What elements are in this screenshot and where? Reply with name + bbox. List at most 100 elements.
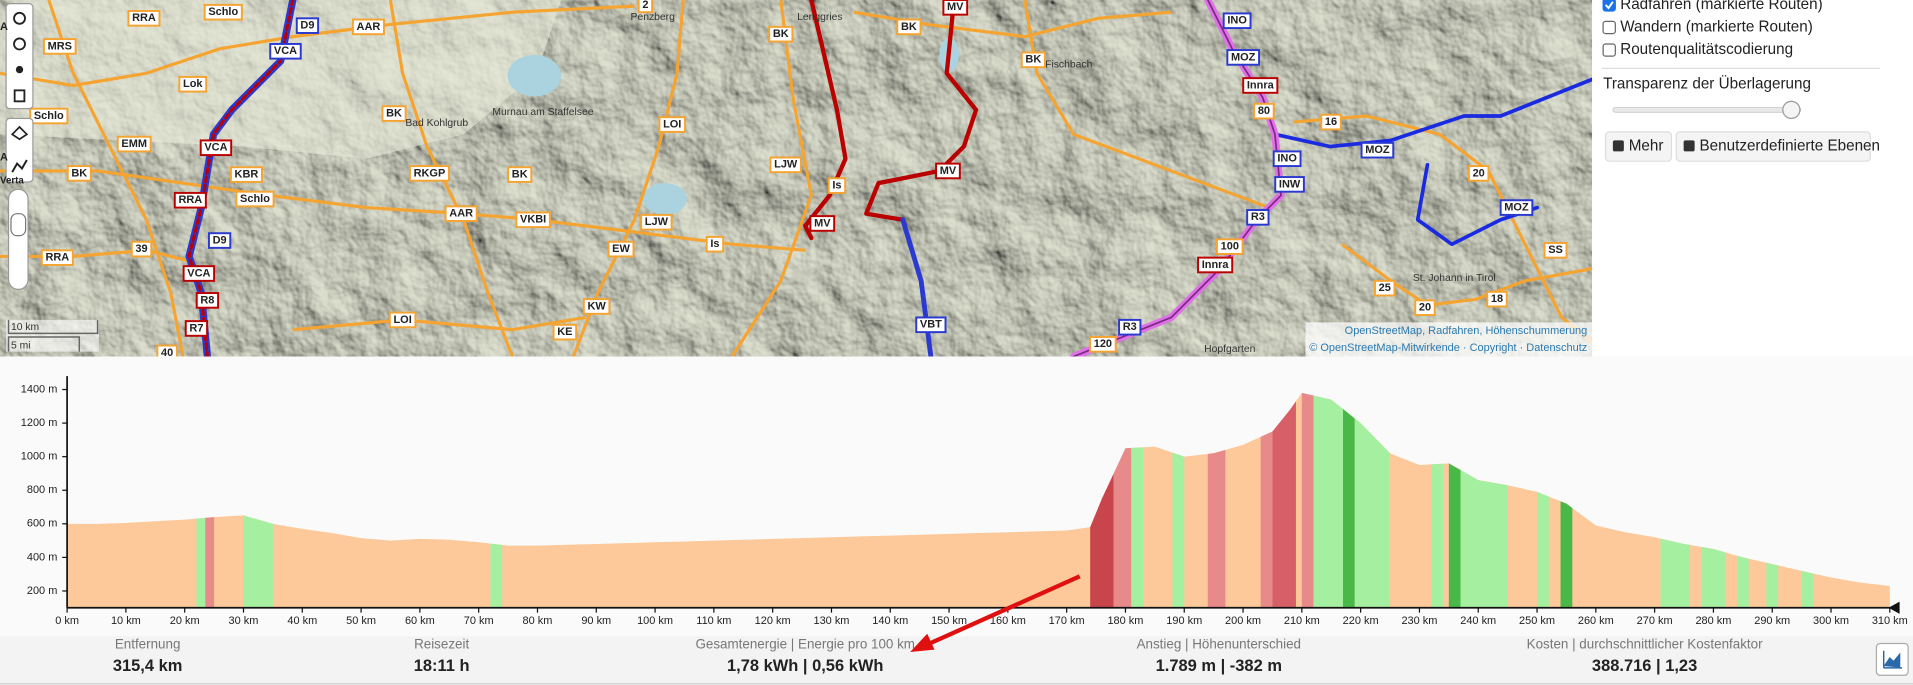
route-ref: Innra bbox=[1242, 77, 1279, 94]
opacity-track[interactable] bbox=[1612, 107, 1802, 113]
route-ref-box bbox=[199, 139, 233, 157]
tool-icon[interactable] bbox=[13, 11, 26, 25]
route-ref: MV bbox=[935, 162, 961, 180]
route-ref: EMM bbox=[116, 135, 152, 153]
x-tick-label: 200 km bbox=[1225, 615, 1261, 627]
attribution[interactable]: © OpenStreetMap-Mitwirkende · Copyright … bbox=[1309, 342, 1587, 354]
route-ref-text: BK bbox=[1025, 54, 1041, 66]
scale-mi: 5 mi bbox=[11, 340, 31, 351]
checkbox[interactable] bbox=[1602, 43, 1616, 57]
route-ref: VKBI bbox=[515, 211, 551, 229]
x-tick-label: 300 km bbox=[1813, 615, 1849, 627]
button-label[interactable]: Benutzerdefinierte Ebenen bbox=[1699, 138, 1880, 155]
route-ref: VCA bbox=[199, 139, 233, 157]
route-ref-box bbox=[269, 42, 302, 60]
route-ref-text: KBR bbox=[235, 169, 259, 181]
x-tick-label: 70 km bbox=[464, 615, 494, 627]
town-label: Lenggries bbox=[797, 12, 842, 23]
x-tick-label: 290 km bbox=[1754, 615, 1790, 627]
tool-icon[interactable] bbox=[13, 89, 26, 103]
route-ref-text: RKGP bbox=[414, 167, 446, 179]
profile-toggle[interactable] bbox=[1875, 642, 1909, 676]
x-tick-label: 220 km bbox=[1343, 615, 1379, 627]
attribution[interactable]: OpenStreetMap, Radfahren, Höhenschummeru… bbox=[1345, 325, 1588, 337]
route-ref: LOI bbox=[388, 311, 417, 329]
grade-band bbox=[1260, 392, 1273, 608]
x-tick-label: 250 km bbox=[1519, 615, 1555, 627]
button[interactable] bbox=[1604, 131, 1673, 162]
grade-band bbox=[1431, 392, 1443, 608]
route-ref-text: BK bbox=[773, 28, 789, 40]
checkmark[interactable] bbox=[1604, 1, 1614, 10]
button-icon[interactable] bbox=[1683, 140, 1695, 152]
route-ref-text: MV bbox=[940, 165, 957, 177]
layer-option[interactable]: Wandern (markierte Routen) bbox=[1620, 19, 1813, 36]
route-ref: LOI bbox=[658, 116, 687, 133]
route-ref-text: 2 bbox=[642, 0, 648, 11]
draw-tools[interactable] bbox=[5, 3, 34, 110]
route-ref-box bbox=[1272, 150, 1302, 168]
route-ref-text: LJW bbox=[645, 216, 669, 228]
route-ref-text: Schlo bbox=[240, 193, 270, 205]
x-tick-label: 180 km bbox=[1107, 615, 1143, 627]
route-ref-text: LOI bbox=[663, 118, 681, 130]
route-ref-text: Schlo bbox=[208, 6, 238, 18]
stats-bar bbox=[0, 636, 1913, 685]
layer-option[interactable]: Radfahren (markierte Routen) bbox=[1620, 0, 1822, 13]
route-ref: AAR bbox=[351, 18, 385, 36]
route-ref-box bbox=[1246, 209, 1270, 226]
button-label[interactable]: Mehr bbox=[1629, 138, 1664, 155]
route-ref-box bbox=[408, 165, 450, 182]
route-ref-box bbox=[1215, 238, 1244, 255]
route-ref: VCA bbox=[269, 42, 302, 60]
route-ref: SS bbox=[1543, 242, 1568, 259]
button[interactable] bbox=[1675, 131, 1871, 162]
stat-label: Reisezeit bbox=[414, 636, 469, 651]
zoom-slider[interactable] bbox=[7, 188, 29, 290]
route-ref: Schlo bbox=[235, 190, 275, 208]
layer-option[interactable]: Routenqualitätscodierung bbox=[1620, 41, 1793, 58]
route-ref: 18 bbox=[1486, 290, 1508, 308]
opacity-knob[interactable] bbox=[1782, 100, 1801, 120]
route-ref-text: R3 bbox=[1123, 321, 1137, 333]
route-ref-text: BK bbox=[512, 169, 528, 181]
route-ref-box bbox=[1089, 336, 1117, 353]
route-ref-box bbox=[1197, 256, 1234, 274]
checkbox[interactable] bbox=[1602, 20, 1616, 35]
route-ref-box bbox=[896, 18, 922, 36]
grade-band bbox=[1131, 392, 1144, 608]
route-ref-text: Is bbox=[710, 238, 719, 250]
tool-icon[interactable] bbox=[11, 159, 28, 173]
route-ref-text: INO bbox=[1277, 153, 1297, 165]
route-ref: MV bbox=[942, 0, 969, 16]
route-ref-text: D9 bbox=[300, 20, 314, 32]
route-ref-box bbox=[705, 235, 725, 253]
route-ref: Is bbox=[827, 177, 847, 194]
route-ref: MOZ bbox=[1360, 141, 1395, 159]
tool-icon[interactable] bbox=[13, 37, 26, 51]
route-ref-text: Is bbox=[832, 180, 841, 192]
route-ref-text: 39 bbox=[135, 243, 147, 255]
axis-arrow bbox=[1888, 601, 1900, 614]
route-ref: 100 bbox=[1215, 238, 1244, 255]
route-ref-box bbox=[1373, 279, 1396, 297]
route-ref: Schlo bbox=[29, 107, 69, 125]
route-ref-text: LOI bbox=[393, 314, 411, 326]
route-ref: R7 bbox=[184, 320, 209, 337]
route-ref: VCA bbox=[182, 265, 216, 282]
route-ref-text: 120 bbox=[1094, 338, 1112, 350]
profile-icon[interactable] bbox=[1882, 650, 1903, 669]
route-ref: R8 bbox=[195, 292, 220, 309]
tool-icon[interactable] bbox=[15, 65, 24, 74]
route-ref: 120 bbox=[1089, 336, 1117, 353]
toolbar: A A Verta bbox=[0, 3, 34, 290]
zoom-knob[interactable] bbox=[10, 213, 27, 237]
map[interactable]: RRA Schlo D9 AAR 2 BK BK MV INO MRS VCA MOZ BK Lok Inn… bbox=[0, 0, 1593, 360]
button-icon[interactable] bbox=[1612, 140, 1624, 152]
y-tick-label: 600 m bbox=[27, 518, 57, 530]
route-ref-text: 40 bbox=[161, 347, 173, 359]
tool-icon[interactable] bbox=[10, 125, 29, 141]
route-ref-box bbox=[116, 135, 152, 153]
route-ref-text: AAR bbox=[449, 208, 473, 220]
